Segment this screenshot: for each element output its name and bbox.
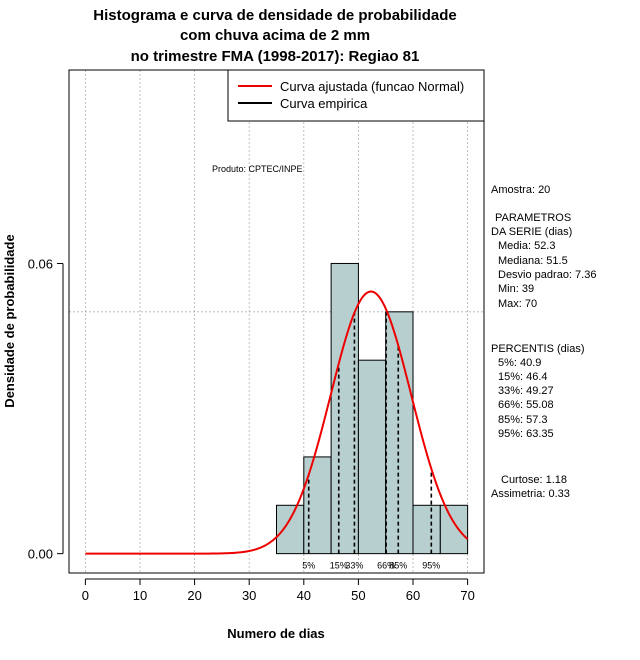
stat-parametros-header: PARAMETROS (495, 212, 571, 224)
stat-desvio: Desvio padrao: 7.36 (498, 269, 596, 281)
chart-title-line-2: com chuva acima de 2 mm (180, 27, 370, 44)
y-tick-label-1: 0.06 (28, 256, 53, 271)
histogram-bar-1 (303, 456, 332, 555)
stat-p5: 5%: 40.9 (498, 357, 541, 369)
x-tick-label-5: 50 (351, 588, 365, 603)
x-tick-label-4: 40 (297, 588, 311, 603)
x-tick-label-2: 20 (187, 588, 201, 603)
percentile-lines-layer (307, 309, 433, 554)
percentile-label-1: 15% (330, 561, 348, 571)
legend: Curva ajustada (funcao Normal) Curva emp… (227, 69, 485, 122)
plot-frame (68, 69, 485, 574)
x-axis-label: Numero de dias (227, 626, 325, 641)
chart-title-line-3: no trimestre FMA (1998-2017): Regiao 81 (131, 48, 420, 65)
stats-panel: Amostra: 20 PARAMETROS DA SERIE (dias) M… (491, 184, 596, 500)
stat-min: Min: 39 (498, 283, 534, 295)
stat-p33: 33%: 49.27 (498, 385, 554, 397)
legend-label-normal-fit: Curva ajustada (funcao Normal) (280, 79, 464, 94)
histogram-bar-6 (439, 504, 469, 555)
bars-layer (276, 262, 469, 555)
stat-p15: 15%: 46.4 (498, 371, 548, 383)
normal-fit-curve (85, 290, 469, 555)
curve-layer (85, 290, 469, 555)
stat-p85: 85%: 57.3 (498, 414, 548, 426)
stat-amostra: Amostra: 20 (491, 184, 550, 196)
percentile-labels-layer: 5% 15%33% 66%85% 95% (302, 561, 440, 571)
stat-parametros-sub: DA SERIE (dias) (491, 226, 572, 238)
x-tick-label-7: 70 (460, 588, 474, 603)
percentile-label-4: 85% (389, 561, 407, 571)
stat-assimetria: Assimetria: 0.33 (491, 488, 570, 500)
stat-p95: 95%: 63.35 (498, 428, 554, 440)
chart-title-line-1: Histograma e curva de densidade de proba… (93, 7, 456, 24)
histogram-bar-5 (412, 504, 441, 555)
legend-label-empirical: Curva empirica (280, 96, 368, 111)
y-tick-label-0: 0.00 (28, 547, 53, 562)
stat-media: Media: 52.3 (498, 240, 555, 252)
legend-box (227, 69, 485, 122)
percentile-label-5: 95% (422, 561, 440, 571)
grid-layer (69, 69, 484, 573)
x-tick-label-6: 60 (406, 588, 420, 603)
percentile-label-2: 33% (345, 561, 363, 571)
stat-p66: 66%: 55.08 (498, 399, 554, 411)
histogram-bar-3 (357, 359, 387, 555)
percentile-label-3: 66% (377, 561, 395, 571)
y-axis-label: Densidade de probabilidade (2, 234, 17, 407)
stat-curtose: Curtose: 1.18 (501, 474, 567, 486)
stat-mediana: Mediana: 51.5 (498, 255, 568, 267)
percentile-label-0: 5% (302, 561, 315, 571)
stat-max: Max: 70 (498, 298, 537, 310)
histogram-bar-0 (276, 504, 305, 555)
product-note: Produto: CPTEC/INPE (212, 164, 303, 174)
x-tick-label-3: 30 (242, 588, 256, 603)
stat-percentis-header: PERCENTIS (dias) (491, 343, 585, 355)
axis-layer: 0 10 20 30 40 50 60 70 0.00 0.06 (28, 256, 475, 603)
x-tick-label-0: 0 (82, 588, 89, 603)
x-tick-label-1: 10 (133, 588, 147, 603)
